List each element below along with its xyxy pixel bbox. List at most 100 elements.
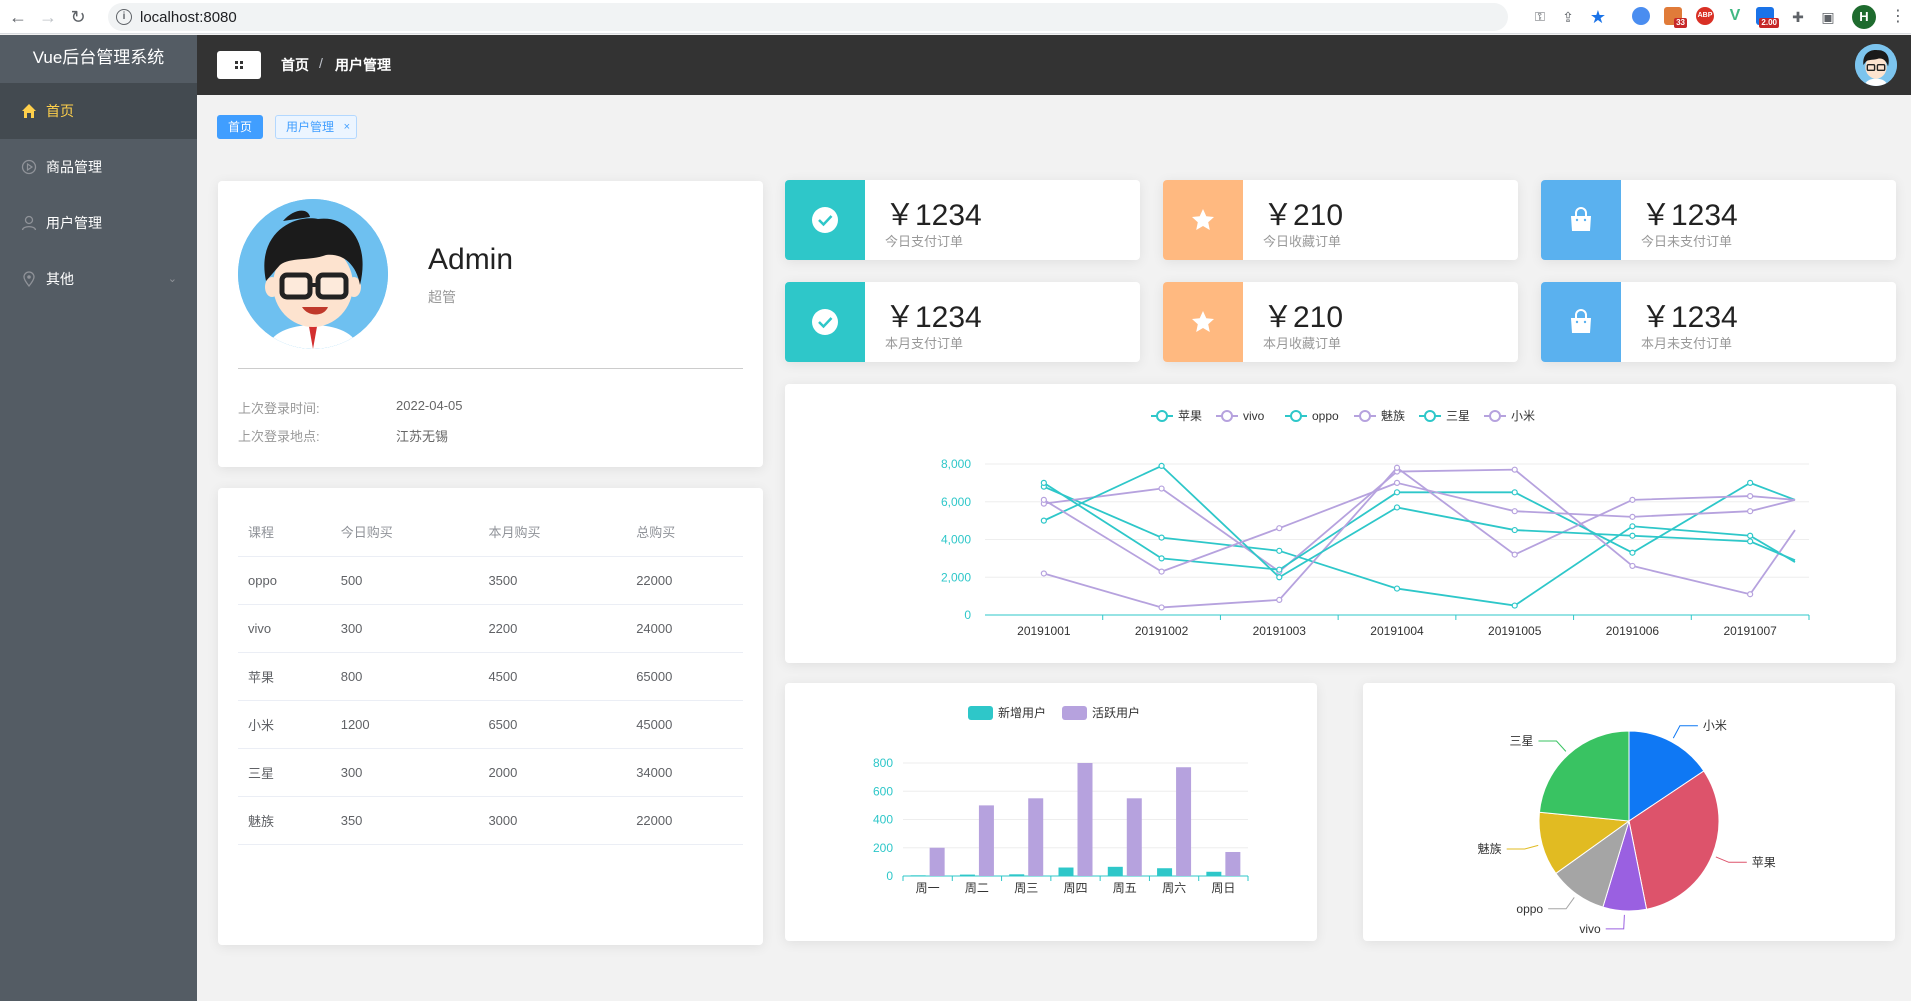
data-point (1276, 566, 1283, 573)
legend-item[interactable]: 活跃用户 (1062, 705, 1140, 720)
y-tick-label: 0 (886, 869, 893, 883)
back-arrow-icon[interactable]: ← (9, 7, 27, 27)
chevron-down-icon[interactable]: ⌄ (167, 273, 177, 285)
legend-item[interactable]: oppo (1285, 409, 1339, 423)
sidepanel-icon[interactable]: ▣ (1821, 9, 1835, 25)
y-tick-label: 4,000 (941, 533, 971, 547)
bookmark-star-icon[interactable]: ★ (1589, 7, 1607, 27)
adblock-icon[interactable]: ABP (1696, 7, 1714, 25)
purchase-table: 课程 今日购买 本月购买 总购买 oppo 500 3500 22000 viv… (238, 508, 743, 845)
extension-icon[interactable] (1632, 7, 1650, 25)
bar (1077, 763, 1093, 876)
table-cell: 300 (330, 604, 479, 653)
reload-icon[interactable]: ↻ (70, 7, 86, 27)
data-point (1747, 538, 1754, 545)
table-cell: 3500 (478, 556, 627, 605)
sidebar-item-goods[interactable]: 商品管理 (0, 139, 197, 195)
site-info-icon[interactable]: i (116, 9, 132, 25)
bar-chart: 0 200 400 600 800 周一 周二 周三 周四 周五 周六 周日 新增用户 活跃用户 (873, 705, 1249, 895)
stat-card-today-fav: ￥210 今日收藏订单 (1163, 180, 1518, 260)
legend-item[interactable]: 新增用户 (968, 705, 1046, 720)
y-tick-label: 0 (964, 608, 971, 622)
bar (1157, 868, 1173, 876)
table-cell: 魅族 (238, 796, 331, 845)
series-line (1043, 485, 1796, 607)
tag-user-management[interactable]: 用户管理 × (275, 115, 358, 139)
y-tick-label: 8,000 (941, 457, 971, 471)
legend-label: 魅族 (1381, 408, 1405, 423)
stat-card-month-unpaid: ￥1234 本月未支付订单 (1541, 282, 1896, 362)
divider (238, 368, 743, 369)
breadcrumb-home[interactable]: 首页 (281, 57, 309, 73)
legend-item[interactable]: 苹果 (1151, 409, 1202, 423)
tag-home[interactable]: 首页 (217, 115, 264, 139)
data-point (1158, 485, 1165, 492)
stat-value: ￥210 (1263, 199, 1344, 232)
legend-item[interactable]: 小米 (1484, 409, 1535, 423)
profile-avatar[interactable]: H (1852, 5, 1876, 29)
stat-label: 本月收藏订单 (1263, 336, 1342, 351)
key-icon[interactable]: ⚿ (1535, 9, 1545, 24)
url-text[interactable]: localhost:8080 (140, 9, 237, 26)
data-point (1747, 479, 1754, 486)
table-row: 小米 1200 6500 45000 (238, 700, 743, 749)
user-info-card: Admin 超管 上次登录时间: 2022-04-05 上次登录地点: 江苏无锡 (218, 181, 763, 467)
data-point (1158, 555, 1165, 562)
stat-value: ￥1234 (885, 199, 982, 232)
line-chart-card: 0 2,000 4,000 6,000 8,000 20191001 20191002 201… (785, 384, 1896, 663)
data-point (1747, 492, 1754, 500)
series-line (1043, 464, 1796, 579)
x-tick-label: 20191005 (1488, 624, 1542, 638)
table-row: 三星 300 2000 34000 (238, 748, 743, 797)
user-role: 超管 (428, 289, 456, 305)
data-point (1629, 562, 1636, 570)
check-circle-icon (812, 207, 838, 233)
sidebar-item-users[interactable]: 用户管理 (0, 195, 197, 251)
puzzle-icon[interactable]: ✚ (1792, 9, 1804, 25)
stat-card-month-paid: ￥1234 本月支付订单 (785, 282, 1140, 362)
pie-label-line (1605, 914, 1625, 930)
shopping-bag-icon (1571, 207, 1591, 231)
sidebar-item-other[interactable]: 其他 ⌄ (0, 251, 197, 307)
table-row: oppo 500 3500 22000 (238, 556, 743, 605)
pie-label-line (1672, 725, 1698, 739)
more-vert-icon[interactable]: ⋮ (1890, 8, 1906, 25)
series-line (1043, 468, 1796, 596)
data-point (1511, 466, 1518, 473)
x-tick-label: 周一 (916, 881, 940, 895)
stat-card-today-paid: ￥1234 今日支付订单 (785, 180, 1140, 260)
vue-devtools-icon[interactable]: V (1729, 7, 1741, 24)
legend-item[interactable]: 三星 (1419, 409, 1470, 423)
breadcrumb-current: 用户管理 (335, 57, 391, 73)
table-cell: 小米 (238, 700, 331, 749)
avatar[interactable] (1855, 44, 1897, 86)
sidebar-item-home[interactable]: 首页 (0, 83, 197, 139)
bar (929, 847, 945, 876)
extension-icon[interactable]: 33 (1664, 7, 1687, 28)
stat-label: 本月未支付订单 (1641, 336, 1733, 351)
table-cell: 6500 (478, 700, 627, 749)
address-bar[interactable]: i localhost:8080 (108, 3, 1508, 31)
legend-item[interactable]: vivo (1216, 409, 1265, 423)
data-point (1511, 602, 1518, 609)
user-avatar-icon (1855, 44, 1897, 86)
x-tick-label: 周五 (1113, 881, 1137, 895)
table-cell: vivo (238, 604, 331, 653)
legend-label: vivo (1243, 409, 1265, 423)
share-icon[interactable]: ⇪ (1562, 9, 1574, 25)
legend-item[interactable]: 魅族 (1354, 408, 1405, 423)
y-tick-label: 200 (873, 841, 893, 855)
location-icon (23, 271, 35, 287)
extension-icon[interactable]: 2.00 (1756, 7, 1779, 28)
forward-arrow-icon[interactable]: → (39, 7, 57, 27)
legend-label: 小米 (1511, 409, 1535, 423)
stat-icon-box (1541, 180, 1621, 260)
data-point (1511, 551, 1518, 558)
close-icon[interactable]: × (343, 121, 351, 133)
collapse-menu-button[interactable] (217, 51, 261, 79)
stat-card-month-fav: ￥210 本月收藏订单 (1163, 282, 1518, 362)
y-tick-label: 2,000 (941, 570, 971, 584)
last-login-time: 2022-04-05 (396, 398, 463, 413)
y-tick-label: 6,000 (941, 495, 971, 509)
table-cell: 1200 (330, 700, 479, 749)
